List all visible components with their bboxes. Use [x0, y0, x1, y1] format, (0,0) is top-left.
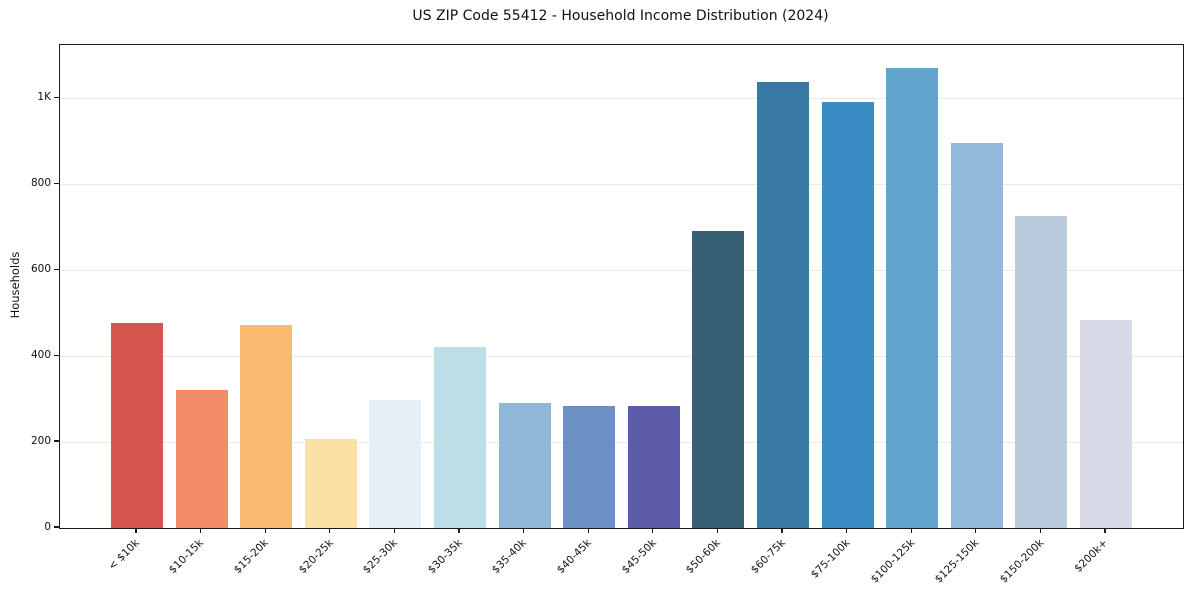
x-tick-mark-$125-150k: [975, 528, 977, 533]
gridline-600: [60, 269, 1183, 271]
x-tick-label-text: $60-75k: [748, 537, 788, 577]
y-tick-label-0: 0: [44, 521, 51, 533]
x-tick-mark-< $10k: [135, 528, 137, 533]
y-tick-label-200: 200: [30, 435, 51, 448]
bar-$15-20k: [240, 324, 293, 528]
x-tick-mark-$60-75k: [781, 528, 783, 533]
y-tick-label-800: 800: [30, 177, 51, 190]
y-tick-mark-600: [54, 268, 59, 270]
x-tick-label-text: $10-15k: [166, 537, 207, 577]
x-tick-mark-$50-60k: [716, 528, 718, 533]
x-tick-label-text: < $10k: [105, 537, 142, 573]
bar-$125-150k: [950, 142, 1003, 528]
x-tick-mark-$75-100k: [846, 528, 848, 533]
y-tick-label-400: 400: [30, 349, 51, 362]
x-tick-label-text: $125-150k: [932, 537, 982, 586]
bar-$30-35k: [434, 346, 486, 528]
bar-$35-40k: [498, 402, 551, 528]
bar-< $10k: [111, 322, 163, 528]
x-tick-mark-$25-30k: [393, 528, 395, 533]
bar-$60-75k: [757, 82, 809, 528]
x-tick-mark-$20-25k: [329, 528, 331, 533]
y-tick-label-1K: 1K: [37, 91, 51, 104]
bar-$75-100k: [821, 101, 874, 528]
x-tick-label-text: $100-125k: [868, 537, 917, 586]
y-tick-mark-800: [54, 182, 59, 184]
y-tick-mark-1K: [54, 96, 59, 98]
x-tick-label-text: $20-25k: [296, 537, 336, 577]
bar-$200k+: [1080, 320, 1132, 528]
x-tick-label-text: $35-40k: [489, 537, 530, 577]
bar-$100-125k: [886, 68, 939, 528]
x-tick-mark-$200k+: [1104, 528, 1106, 533]
x-tick-label-text: $75-100k: [808, 537, 853, 581]
x-tick-label-text: $150-200k: [997, 537, 1046, 586]
x-tick-mark-$10-15k: [200, 528, 202, 533]
gridline-200: [60, 441, 1183, 443]
y-tick-mark-400: [54, 354, 59, 356]
bar-$50-60k: [692, 230, 745, 528]
x-tick-mark-$150-200k: [1039, 528, 1041, 533]
bar-$45-50k: [627, 405, 680, 528]
y-tick-mark-0: [54, 526, 59, 528]
x-tick-mark-$35-40k: [523, 528, 525, 533]
y-tick-mark-200: [54, 440, 59, 442]
bar-$20-25k: [304, 439, 357, 528]
x-tick-mark-$30-35k: [458, 528, 460, 533]
x-tick-mark-$100-125k: [910, 528, 912, 533]
gridline-400: [60, 355, 1183, 357]
x-tick-label-text: $50-60k: [683, 537, 723, 577]
x-tick-label-text: $40-45k: [554, 537, 594, 577]
bar-$40-45k: [563, 405, 616, 528]
x-tick-label-text: $200k+: [1072, 537, 1111, 575]
x-tick-mark-$45-50k: [652, 528, 654, 533]
gridline-800: [60, 183, 1183, 185]
y-axis-label-text: Households: [8, 251, 22, 319]
bar-$150-200k: [1015, 215, 1068, 528]
x-tick-label-text: $30-35k: [425, 537, 465, 577]
y-tick-label-600: 600: [30, 263, 51, 276]
x-tick-mark-$40-45k: [587, 528, 589, 533]
x-tick-label-text: $45-50k: [619, 537, 659, 577]
bar-$25-30k: [369, 399, 422, 528]
gridline-1K: [60, 97, 1183, 99]
plot-area: [59, 44, 1184, 529]
x-tick-label-text: $25-30k: [360, 537, 400, 577]
bar-$10-15k: [175, 389, 228, 528]
x-tick-mark-$15-20k: [264, 528, 266, 533]
x-tick-label-text: $15-20k: [231, 537, 271, 577]
chart-title: US ZIP Code 55412 - Household Income Dis…: [412, 8, 829, 24]
